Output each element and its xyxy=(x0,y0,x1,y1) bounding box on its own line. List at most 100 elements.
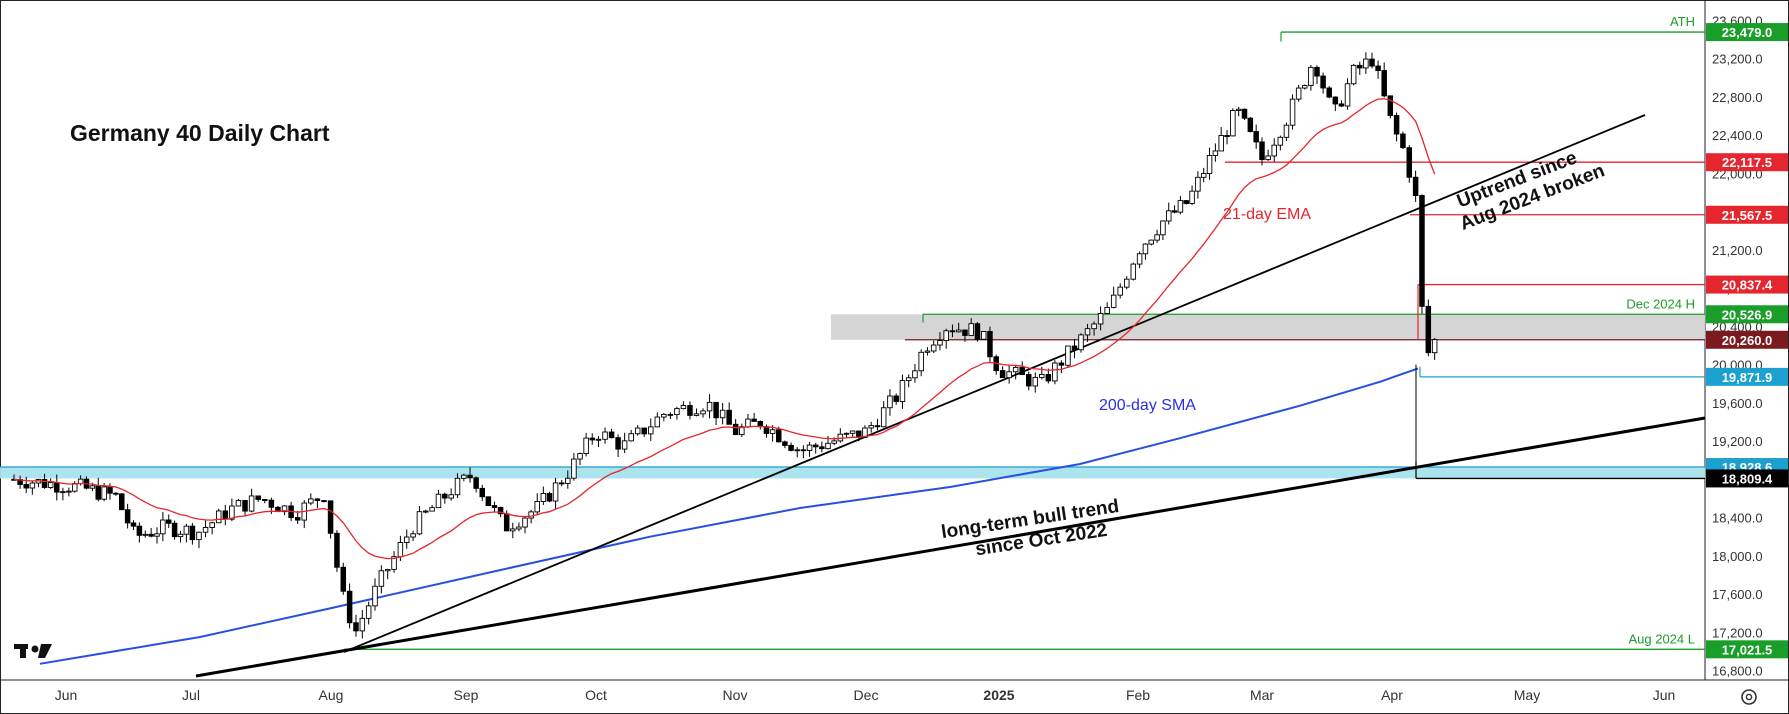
candle-body xyxy=(880,407,887,428)
candle-body xyxy=(558,482,565,485)
candle-body xyxy=(552,482,559,502)
gear-icon[interactable] xyxy=(1741,689,1757,705)
candle-body xyxy=(95,485,101,500)
candle-body xyxy=(327,500,334,534)
candle-body xyxy=(899,380,906,402)
candle-body xyxy=(160,519,166,535)
candle-body xyxy=(229,505,235,520)
price-tag xyxy=(1706,153,1788,172)
candle-body xyxy=(1104,306,1110,314)
candle-body xyxy=(340,566,347,592)
candle-body xyxy=(595,438,602,441)
candle-body xyxy=(528,511,534,519)
candle-body xyxy=(825,442,831,450)
candle-body xyxy=(268,499,275,508)
candle-body xyxy=(497,507,504,515)
candle-body xyxy=(89,485,96,489)
candle-body xyxy=(1381,70,1387,97)
candle-body xyxy=(806,444,813,451)
candle-body xyxy=(281,505,288,513)
candle-body xyxy=(583,437,589,455)
candle-body xyxy=(719,409,726,419)
candle-body xyxy=(1084,328,1091,336)
candle-body xyxy=(962,329,968,336)
candle-body xyxy=(435,493,442,509)
candle-body xyxy=(209,522,215,528)
candle-body xyxy=(130,522,137,527)
candle-body xyxy=(1277,136,1284,146)
candle-body xyxy=(448,494,454,499)
price-tag-label: 20,526.9 xyxy=(1722,307,1773,322)
candle-body xyxy=(843,432,850,435)
candle-body xyxy=(1183,200,1189,204)
candle-body xyxy=(1058,362,1065,366)
price-tag-label: 20,837.4 xyxy=(1722,278,1773,293)
ema-path xyxy=(13,98,1436,560)
candle-body xyxy=(1393,115,1400,135)
candle-body xyxy=(1154,234,1160,241)
candle-body xyxy=(1332,96,1339,105)
candle-body xyxy=(196,531,202,541)
candle-body xyxy=(571,458,577,479)
candle-body xyxy=(334,532,340,568)
candle-body xyxy=(54,482,60,493)
candle-body xyxy=(1136,253,1143,265)
candle-body xyxy=(1160,220,1166,236)
candle-body xyxy=(353,622,359,632)
ema-label: 21-day EMA xyxy=(1223,206,1311,223)
candle-body xyxy=(1206,155,1213,175)
candle-body xyxy=(66,490,72,493)
y-tick-label: 18,000.0 xyxy=(1712,549,1763,564)
candle-body xyxy=(391,556,397,570)
candle-body xyxy=(602,431,608,440)
candle-body xyxy=(255,495,261,500)
candle-body xyxy=(1375,65,1381,71)
candle-body xyxy=(1052,362,1058,382)
sma-label: 200-day SMA xyxy=(1099,397,1196,414)
candle-body xyxy=(1271,144,1277,157)
candle-body xyxy=(308,498,314,504)
candle-body xyxy=(41,479,48,488)
y-tick-label: 17,600.0 xyxy=(1712,587,1763,602)
level-note: Aug 2024 L xyxy=(1628,631,1695,646)
candle-body xyxy=(1406,147,1413,178)
candle-body xyxy=(1247,117,1254,132)
long-term-trend-line xyxy=(195,416,1706,678)
candle-body xyxy=(1387,95,1394,116)
candle-body xyxy=(565,477,571,484)
candle-body xyxy=(1097,313,1104,325)
candle-body xyxy=(1212,150,1219,156)
candle-body xyxy=(726,409,732,425)
candle-body xyxy=(1412,176,1419,196)
candle-body xyxy=(485,496,492,507)
candle-body xyxy=(1189,190,1195,204)
candle-body xyxy=(416,511,423,535)
ema-line xyxy=(13,98,1436,560)
candle-body xyxy=(454,477,461,496)
y-tick-label: 19,200.0 xyxy=(1712,434,1763,449)
tradingview-logo-icon xyxy=(14,644,52,658)
candle-body xyxy=(183,525,190,535)
price-tag-label: 21,567.5 xyxy=(1722,208,1773,223)
candle-body xyxy=(782,441,788,446)
candle-body xyxy=(776,429,782,443)
candle-body xyxy=(1369,58,1375,67)
candle-body xyxy=(1259,141,1265,161)
candle-body xyxy=(1357,64,1363,69)
candle-body xyxy=(874,425,881,428)
candle-body xyxy=(1142,243,1149,255)
x-tick-label: Sep xyxy=(454,687,479,703)
candle-body xyxy=(242,499,248,512)
price-tag xyxy=(1706,330,1788,349)
candle-body xyxy=(467,474,473,479)
candle-body xyxy=(1117,286,1123,296)
candle-body xyxy=(23,483,29,489)
candle-body xyxy=(887,395,893,409)
candle-body xyxy=(1265,155,1271,161)
candle-body xyxy=(1241,108,1248,119)
price-tag xyxy=(1706,367,1788,386)
x-tick-label: Jul xyxy=(182,687,200,703)
candle-body xyxy=(1025,374,1032,387)
candle-body xyxy=(1039,374,1045,378)
